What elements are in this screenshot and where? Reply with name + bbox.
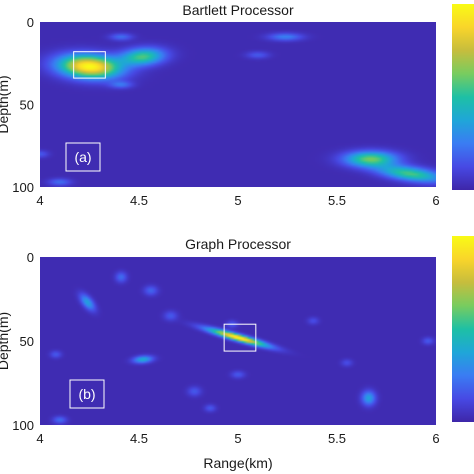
panel-b-xtick-label: 4 bbox=[36, 431, 43, 446]
panel-b-ylabel: Depth(m) bbox=[0, 312, 11, 370]
panel-a-xtick-label: 4.5 bbox=[130, 193, 148, 208]
panel-b-highlight-box bbox=[223, 323, 257, 352]
panel-b-title: Graph Processor bbox=[185, 236, 291, 252]
panel-b-ytick-label: 100 bbox=[12, 418, 34, 433]
panel-b-label-box bbox=[69, 379, 105, 409]
panel-a-colorbar bbox=[452, 4, 474, 190]
panel-a-ytick-label: 50 bbox=[20, 98, 34, 113]
panel-a-ytick-label: 0 bbox=[27, 15, 34, 30]
panel-b-heatmap bbox=[40, 257, 436, 425]
panel-a-ylabel: Depth(m) bbox=[0, 75, 11, 133]
panel-b-xlabel: Range(km) bbox=[203, 455, 272, 471]
panel-a-ytick-label: 100 bbox=[12, 180, 34, 195]
panel-a-ticks: 4 4.5 5 5.5 6 0 50 100 Depth(m) bbox=[0, 15, 440, 208]
panel-b-ytick-label: 50 bbox=[20, 334, 34, 349]
panel-a-xtick-label: 4 bbox=[36, 193, 43, 208]
panel-a-title: Bartlett Processor bbox=[182, 2, 294, 18]
panel-b: Graph Processor 4 4.5 5 5.5 6050100Depth(m) … bbox=[0, 236, 474, 471]
panel-b-colorbar bbox=[452, 236, 474, 422]
panel-a-xtick-label: 6 bbox=[432, 193, 439, 208]
panel-a-label: (a) bbox=[74, 149, 91, 165]
panel-b-xtick-label: 4.5 bbox=[130, 431, 148, 446]
panel-a-highlight-box bbox=[73, 51, 106, 79]
panel-b-ytick-label: 0 bbox=[27, 250, 34, 265]
panel-a-label-box bbox=[65, 142, 101, 172]
panel-b-ticks: 4 4.5 5 5.5 6 0 50 100 Depth(m) bbox=[0, 250, 440, 446]
panel-b-xtick-label: 5 bbox=[234, 431, 241, 446]
panel-a-xtick-label: 5 bbox=[234, 193, 241, 208]
panel-b-xtick-label: 5.5 bbox=[328, 431, 346, 446]
panel-a-xtick-label: 5.5 bbox=[328, 193, 346, 208]
panel-a-heatmap bbox=[40, 22, 436, 187]
panel-b-label: (b) bbox=[78, 386, 95, 402]
panel-b-xtick-label: 6 bbox=[432, 431, 439, 446]
panel-a: Bartlett Processor 4 4.5 5 5.5 6 0 50 100 Depth(… bbox=[0, 2, 474, 208]
